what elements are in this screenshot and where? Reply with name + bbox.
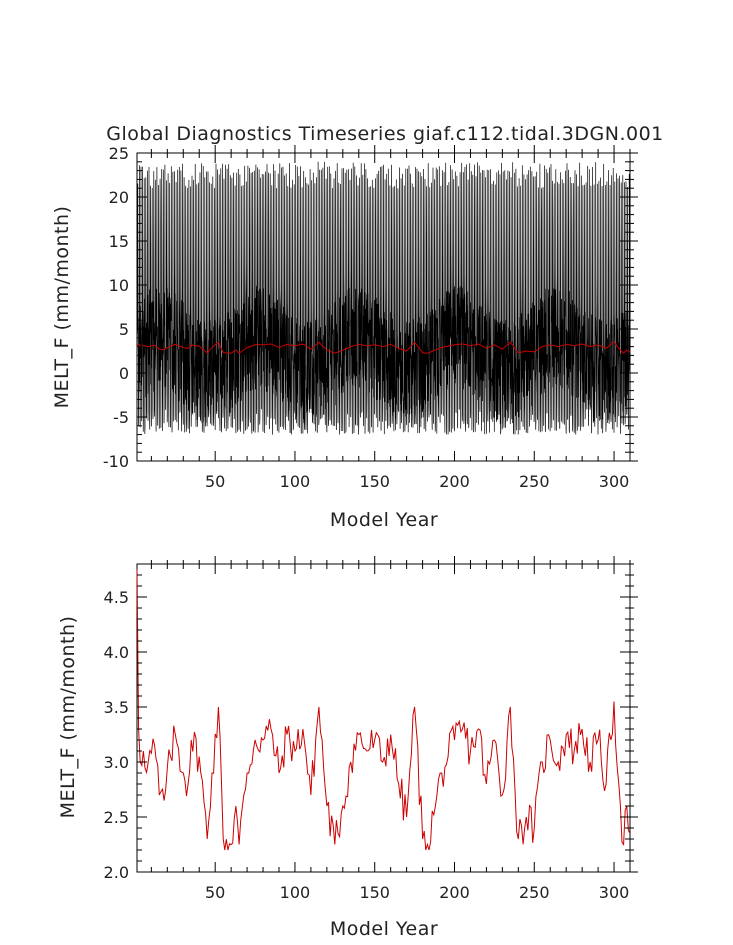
bottom-panel: 2.0 2.5 3.0 3.5 4.0 4.5 50 100 150 200 250 300 Mod…	[57, 556, 638, 940]
y-tick-label: -10	[103, 452, 129, 471]
x-tick-label: 100	[280, 472, 311, 491]
chart-title: Global Diagnostics Timeseries giaf.c112.…	[106, 123, 664, 145]
plot-frame	[136, 152, 631, 462]
y-tick-label: 4.5	[104, 588, 129, 607]
y-tick-label: 25	[109, 144, 129, 163]
y-tick-label: 15	[109, 232, 129, 251]
x-tick-label: 100	[280, 883, 311, 902]
y-tick-label: 2.5	[104, 808, 129, 827]
data-layer	[136, 569, 631, 851]
y-tick-label: -5	[113, 408, 129, 427]
x-axis: 50 100 150 200 250 300	[150, 556, 631, 902]
x-tick-label: 50	[205, 472, 225, 491]
y-tick-label: 10	[109, 276, 129, 295]
top-panel: Global Diagnostics Timeseries giaf.c112.…	[51, 123, 664, 531]
data-layer	[136, 161, 631, 435]
x-tick-label: 150	[359, 883, 390, 902]
x-tick-label: 250	[519, 472, 550, 491]
y-tick-label: 2.0	[104, 863, 129, 882]
monthly-series-line	[136, 161, 631, 435]
x-tick-label: 200	[439, 472, 470, 491]
y-tick-label: 3.0	[104, 753, 129, 772]
x-tick-label: 200	[439, 883, 470, 902]
y-axis-label: MELT_F (mm/month)	[51, 206, 73, 409]
x-tick-label: 250	[519, 883, 550, 902]
y-tick-label: 3.5	[104, 698, 129, 717]
y-axis: 2.0 2.5 3.0 3.5 4.0 4.5	[104, 563, 638, 882]
x-axis-label: Model Year	[330, 509, 438, 531]
annual-mean-line	[136, 569, 631, 851]
x-tick-label: 50	[205, 883, 225, 902]
x-tick-label: 300	[599, 472, 630, 491]
x-axis-label: Model Year	[330, 918, 438, 940]
x-tick-label: 300	[599, 883, 630, 902]
y-tick-label: 5	[119, 320, 129, 339]
y-tick-label: 0	[119, 364, 129, 383]
y-axis-label: MELT_F (mm/month)	[57, 616, 79, 819]
y-tick-label: 4.0	[104, 643, 129, 662]
y-tick-label: 20	[109, 188, 129, 207]
x-tick-label: 150	[359, 472, 390, 491]
x-axis: 50 100 150 200 250 300	[150, 145, 631, 491]
y-axis: -10 -5 0 5 10 15 20 25	[103, 144, 638, 471]
plot-frame	[136, 563, 631, 873]
annual-mean-line	[136, 341, 631, 354]
